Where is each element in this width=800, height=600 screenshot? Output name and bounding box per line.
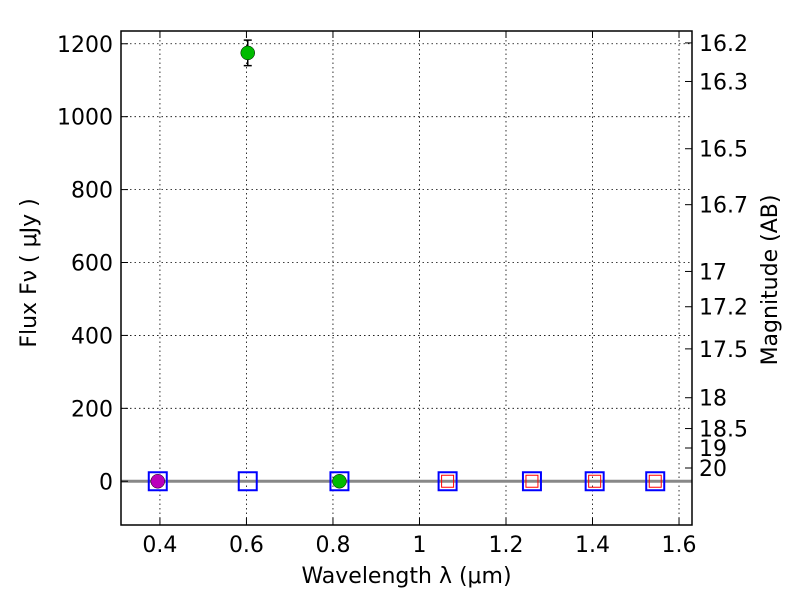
y-axis-label: Flux Fν ( μJy ): [17, 198, 42, 347]
x-tick-label: 0.4: [142, 533, 177, 558]
mag-tick-label: 20: [699, 457, 727, 482]
mag-tick-label: 17.5: [699, 338, 748, 363]
ticks-layer: 0.4 0.6 0.8 1 1.2 1.4 1.6 0 200 400 600 800 1000 1200…: [57, 31, 748, 558]
data-point: [237, 471, 258, 492]
x-tick-label: 1.6: [662, 533, 697, 558]
y-tick-label: 800: [71, 179, 113, 204]
x-tick-label: 0.8: [315, 533, 350, 558]
mag-tick-label: 18: [699, 387, 727, 412]
data-point: [150, 474, 166, 489]
data-point: [240, 45, 255, 61]
x-tick-label: 1.2: [488, 533, 523, 558]
y-tick-label: 400: [71, 324, 113, 349]
mag-tick-label: 16.3: [699, 70, 748, 95]
mag-tick-label: 18.5: [699, 418, 748, 443]
mag-tick-label: 17: [699, 260, 727, 285]
y-tick-label: 1200: [57, 33, 113, 58]
mag-tick-label: 16.2: [699, 32, 748, 57]
data-point: [645, 471, 666, 492]
marks-layer: [147, 39, 666, 492]
x-tick-label: 1.4: [575, 533, 610, 558]
data-point: [588, 474, 602, 488]
y-tick-label: 600: [71, 252, 113, 277]
y-tick-label: 0: [99, 470, 113, 495]
mag-tick-label: 16.7: [699, 194, 748, 219]
data-point: [441, 474, 455, 488]
x-axis-label: Wavelength λ (μm): [301, 564, 511, 589]
data-point: [584, 471, 605, 492]
data-point: [648, 474, 662, 488]
mag-tick-label: 19: [699, 437, 727, 462]
data-point: [147, 471, 168, 492]
y-tick-label: 200: [71, 397, 113, 422]
x-tick-label: 0.6: [229, 533, 264, 558]
data-point: [437, 471, 458, 492]
magnitude-axis-label: Magnitude (AB): [758, 195, 783, 366]
plot-frame: [120, 30, 693, 526]
data-point: [525, 474, 539, 488]
x-tick-label: 1: [412, 533, 426, 558]
data-point: [521, 471, 542, 492]
data-point: [329, 471, 350, 492]
grid-layer: [121, 31, 692, 525]
mag-tick-label: 16.5: [699, 138, 748, 163]
data-point: [332, 474, 347, 489]
y-tick-label: 1000: [57, 106, 113, 131]
mag-tick-label: 17.2: [699, 296, 748, 321]
